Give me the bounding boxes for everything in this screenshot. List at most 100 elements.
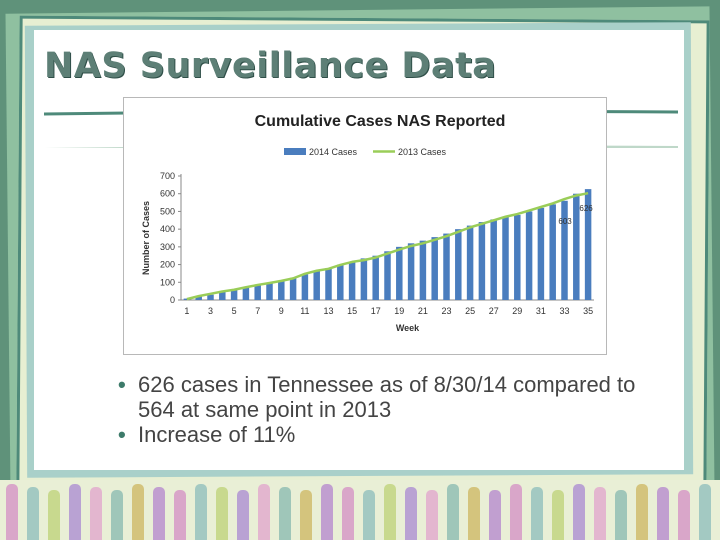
decorative-stripe [237,490,249,540]
x-tick-label: 13 [323,306,333,316]
decorative-stripe [678,490,690,540]
bar-2014 [431,237,438,300]
decorative-stripe [657,487,669,540]
legend-label-2014: 2014 Cases [309,147,358,157]
decorative-stripe [510,484,522,540]
decorative-stripe [447,484,459,540]
bar-2014 [525,211,533,300]
bar-2014 [266,283,273,300]
x-tick-label: 15 [347,306,357,316]
y-tick-label: 500 [160,206,175,216]
annotation-2014-final: 626 [579,204,593,213]
decorative-stripe [48,490,60,540]
bar-2014 [278,280,285,300]
decorative-stripe [363,490,375,540]
slide-title: NAS Surveillance Data [44,46,497,86]
bar-2014 [313,270,320,300]
decorative-stripe [153,487,165,540]
decorative-stripe [258,484,270,540]
decorative-stripe [699,484,711,540]
bar-2014 [207,294,214,300]
decorative-stripe [552,490,564,540]
bar-2014 [573,193,580,300]
bar-2014 [466,225,474,300]
y-tick-label: 0 [170,295,175,305]
x-tick-label: 25 [465,306,475,316]
decorative-stripes [0,480,720,540]
bar-2014 [561,200,568,300]
x-tick-label: 31 [536,306,546,316]
decorative-stripe [132,484,144,540]
y-tick-label: 700 [160,171,175,181]
chart-container: Cumulative Cases NAS Reported 2014 Cases 2… [123,97,607,355]
y-axis-label: Number of Cases [141,201,151,275]
legend-label-2013: 2013 Cases [398,147,447,157]
decorative-stripe [69,484,81,540]
bar-2014 [396,246,403,300]
x-tick-label: 21 [418,306,428,316]
decorative-stripe [489,490,501,540]
decorative-stripe [573,484,585,540]
legend-swatch-2014 [284,148,306,155]
decorative-stripe [90,487,102,540]
bar-2014 [478,222,486,300]
bar-2014 [419,240,427,300]
chart-title: Cumulative Cases NAS Reported [255,113,506,130]
bar-2014 [549,204,556,300]
x-tick-label: 3 [208,306,213,316]
decorative-stripe [6,484,18,540]
decorative-stripe [342,487,354,540]
y-tick-label: 200 [160,260,175,270]
bar-2014 [325,268,332,300]
bar-2014 [455,229,462,300]
bar-2014 [384,251,391,300]
decorative-stripe [27,487,39,540]
decorative-stripe [300,490,312,540]
decorative-stripe [615,490,627,540]
decorative-stripe [636,484,648,540]
decorative-stripe [531,487,543,540]
x-tick-label: 1 [184,306,189,316]
decorative-stripe [594,487,606,540]
x-tick-label: 35 [583,306,593,316]
bar-2014 [219,292,226,300]
y-tick-label: 400 [160,224,175,234]
bar-2014 [584,189,592,300]
decorative-stripe [279,487,291,540]
bar-2014 [301,274,309,300]
bar-2014 [443,233,450,300]
y-tick-label: 300 [160,242,175,252]
x-tick-label: 17 [371,306,381,316]
decorative-stripe [216,487,228,540]
line-2013 [186,191,589,301]
bar-2014 [360,258,368,300]
bar-2014 [502,216,509,300]
x-tick-label: 33 [559,306,569,316]
decorative-stripe [405,487,417,540]
x-tick-label: 19 [394,306,404,316]
decorative-stripe [174,490,186,540]
x-tick-label: 7 [255,306,260,316]
bar-2014 [337,264,344,300]
x-tick-label: 11 [300,306,309,316]
bar-2014 [195,296,202,300]
bar-2014 [348,261,356,300]
x-tick-label: 23 [441,306,451,316]
bar-2014 [289,277,297,300]
annotation-2013-final: 603 [558,217,572,226]
x-tick-label: 27 [489,306,499,316]
decorative-stripe [468,487,480,540]
decorative-stripe [384,484,396,540]
cumulative-cases-chart: Cumulative Cases NAS Reported 2014 Cases 2… [141,113,594,333]
decorative-stripe [426,490,438,540]
decorative-stripe [111,490,123,540]
bar-2014 [490,219,497,300]
bullet-list: 626 cases in Tennessee as of 8/30/14 com… [116,372,636,447]
bar-2014 [372,255,379,300]
y-tick-label: 600 [160,189,175,199]
y-tick-label: 100 [160,277,175,287]
bullet-item: 626 cases in Tennessee as of 8/30/14 com… [116,372,636,422]
bar-2014 [183,298,191,300]
bar-2014 [537,207,545,300]
bar-2014 [242,287,250,300]
